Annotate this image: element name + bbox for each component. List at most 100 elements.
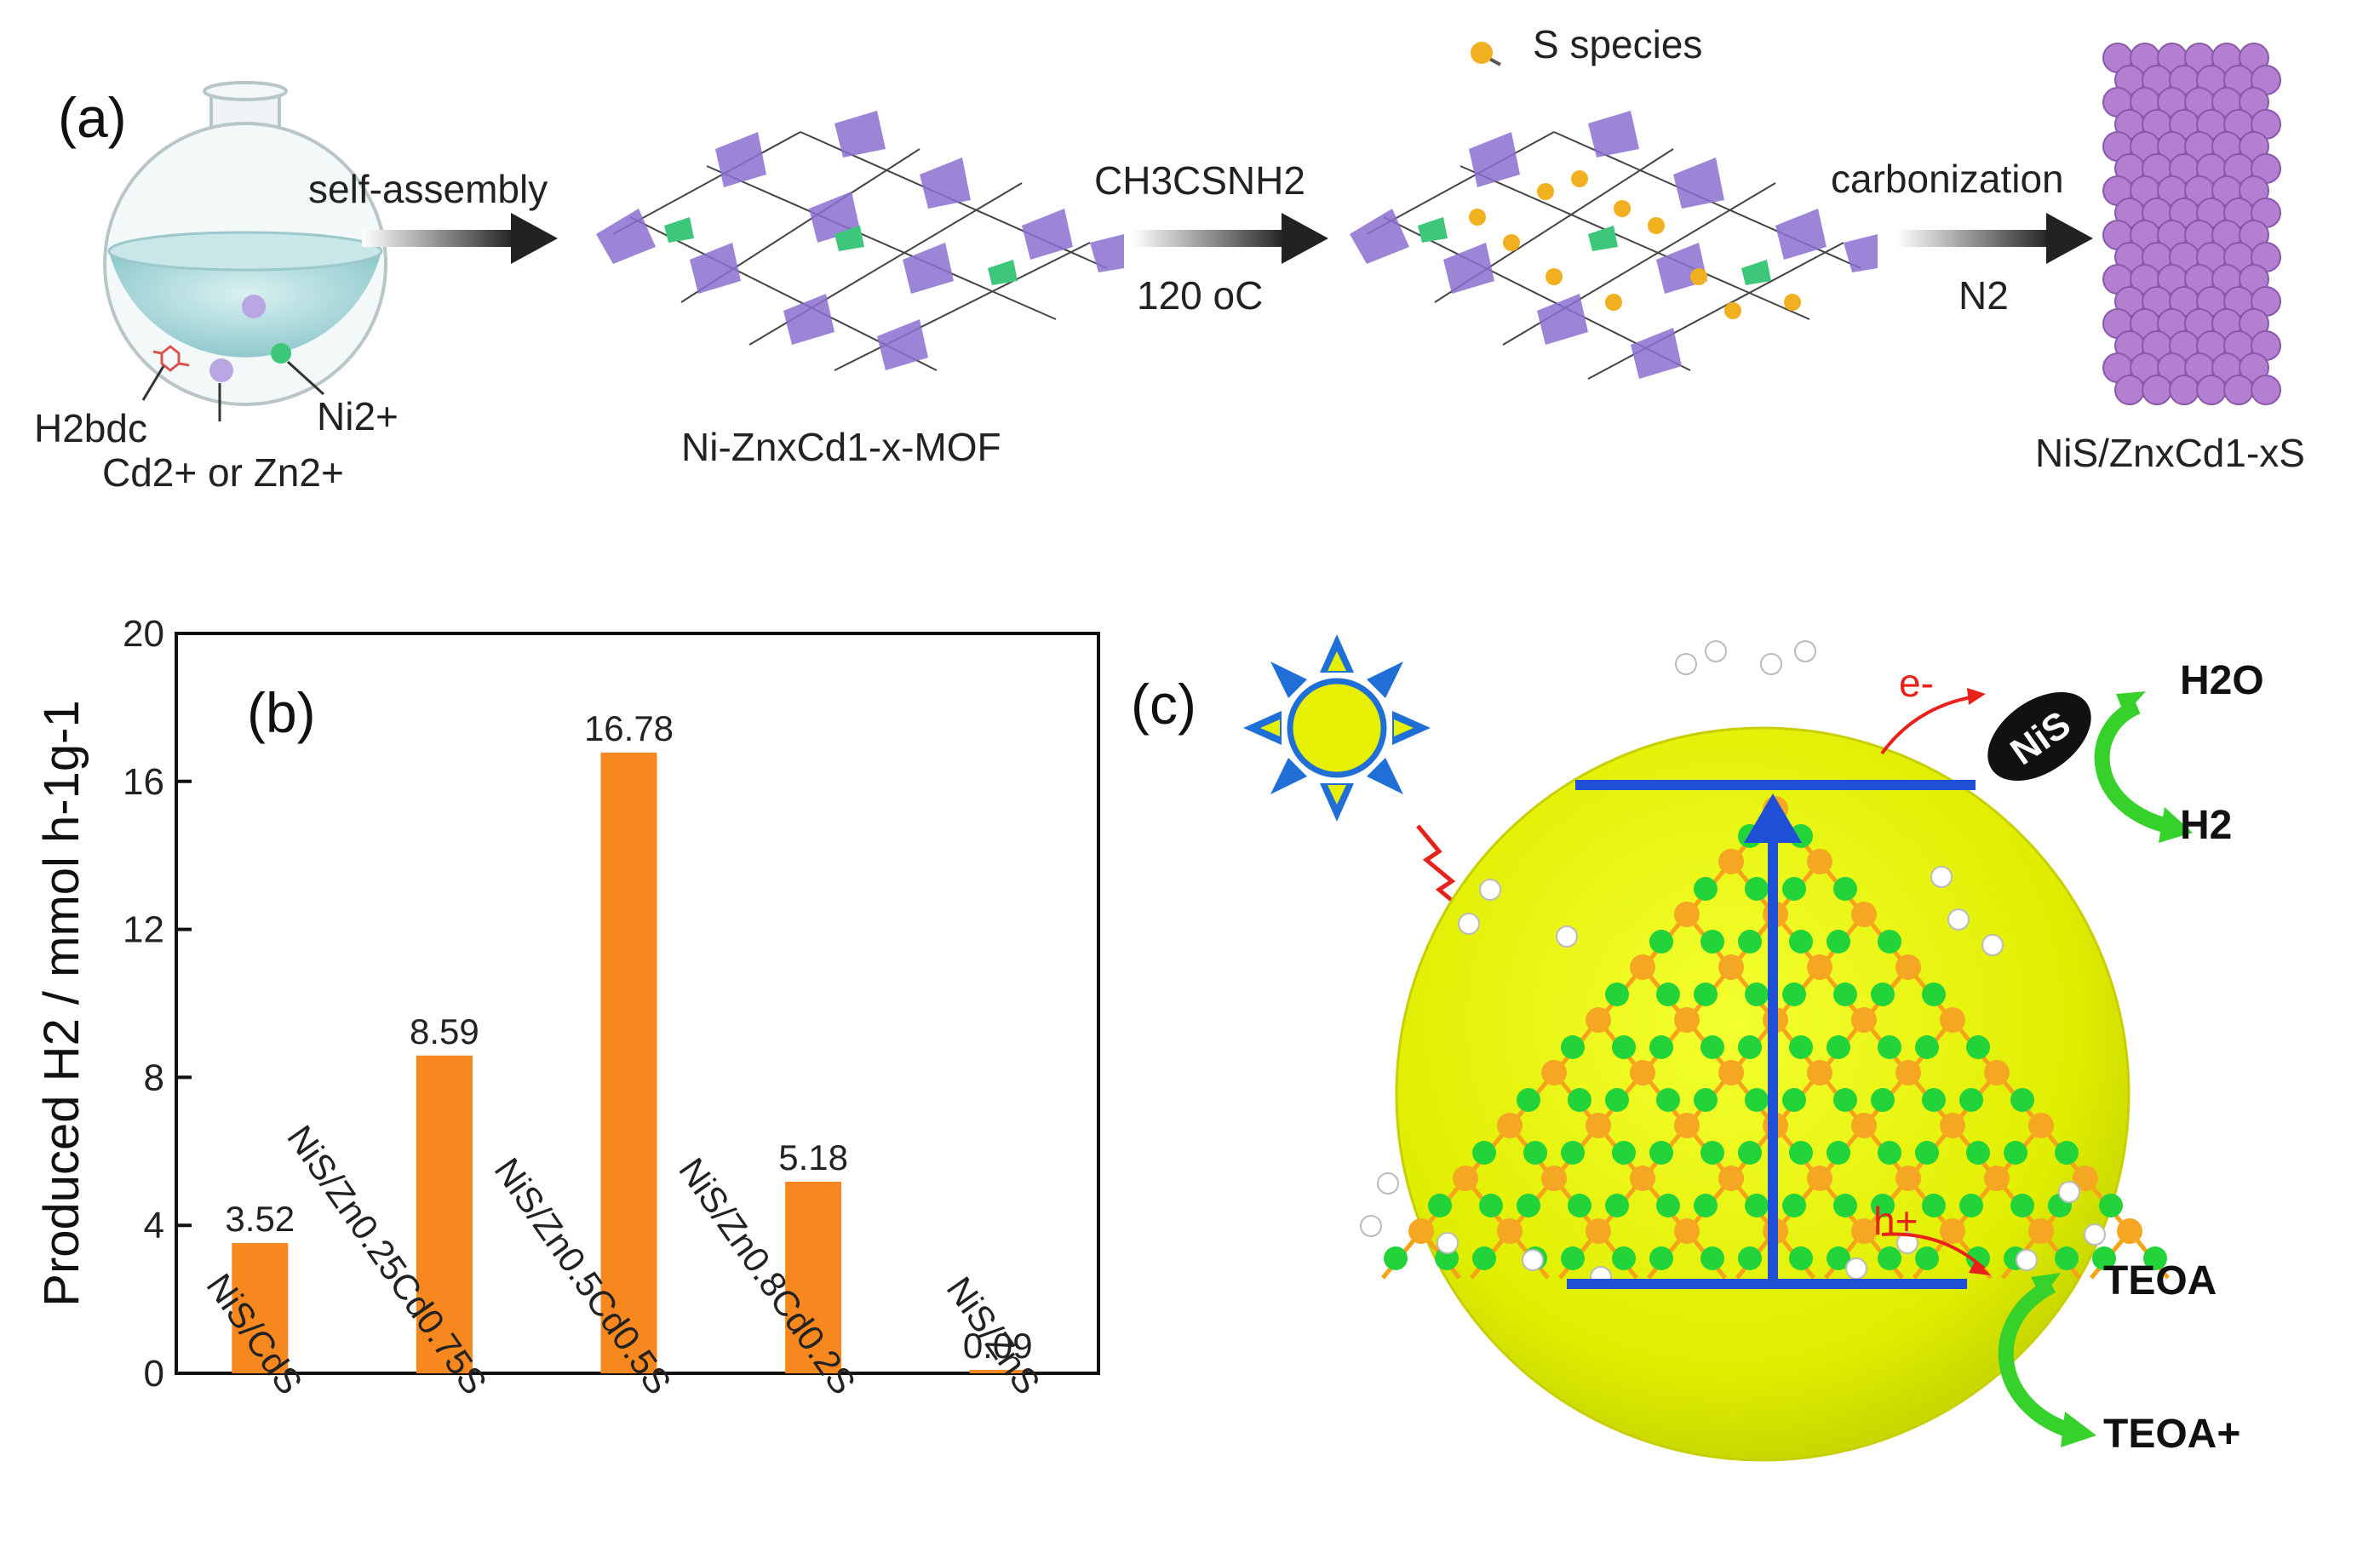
cd-atom bbox=[1851, 902, 1877, 927]
y-axis-label: Produced H2 / mmol h-1g-1 bbox=[34, 700, 89, 1306]
s-atom bbox=[1827, 1035, 1850, 1059]
s-atom bbox=[1878, 930, 1901, 954]
s-atom bbox=[1479, 1194, 1503, 1217]
s-atom bbox=[1959, 1194, 1983, 1217]
carbonization-label: carbonization bbox=[1831, 157, 2064, 201]
arrow-right-icon bbox=[362, 213, 558, 264]
cd-atom bbox=[1586, 1218, 1611, 1244]
s-atom bbox=[1612, 1035, 1636, 1059]
cd-atom bbox=[1586, 1113, 1611, 1138]
bar-value-label: 3.52 bbox=[225, 1199, 295, 1239]
h-atom bbox=[1760, 653, 1782, 675]
purple-ion-ball bbox=[242, 295, 266, 318]
s-atom bbox=[1694, 1194, 1718, 1217]
h-atom bbox=[1845, 1258, 1867, 1280]
y-tick-label: 0 bbox=[144, 1353, 164, 1395]
s-species-legend-label: S species bbox=[1533, 22, 1703, 66]
s-atom bbox=[1694, 877, 1718, 901]
cd-atom bbox=[1453, 1166, 1478, 1191]
s-atom bbox=[1649, 1246, 1673, 1270]
cd-atom bbox=[1851, 1218, 1877, 1244]
s-atom bbox=[1561, 1246, 1585, 1270]
bar bbox=[785, 1181, 842, 1373]
s-atom bbox=[1782, 1194, 1806, 1217]
s-atom bbox=[1878, 1035, 1901, 1059]
s-atom bbox=[2092, 1246, 2116, 1270]
cd-atom bbox=[1630, 1060, 1655, 1086]
h2o-label: H2O bbox=[2180, 658, 2264, 703]
s-atom bbox=[1789, 930, 1813, 954]
cd-atom bbox=[1497, 1113, 1523, 1138]
nanoparticle-sphere bbox=[2223, 375, 2254, 405]
nanoparticle-sphere bbox=[2114, 375, 2145, 405]
s-atom bbox=[1827, 930, 1850, 954]
h2-label: H2 bbox=[2180, 803, 2232, 848]
sulfurized-mof-illustration bbox=[1350, 111, 1878, 380]
cds-lattice-illustration bbox=[1360, 640, 2170, 1288]
s-atom bbox=[1656, 1088, 1680, 1112]
s-atom bbox=[1789, 1035, 1813, 1059]
h-atom bbox=[1930, 866, 1953, 888]
cd-atom bbox=[2117, 1218, 2142, 1244]
s-atom bbox=[1561, 1035, 1585, 1059]
nanoparticle-sphere bbox=[2142, 375, 2172, 405]
h-atom bbox=[2058, 1181, 2080, 1203]
h-atom bbox=[1981, 934, 2004, 956]
s-atom bbox=[1738, 1246, 1762, 1270]
teoa-plus-label: TEOA+ bbox=[2103, 1412, 2240, 1457]
cd-atom bbox=[1895, 1166, 1921, 1191]
cd-atom bbox=[1674, 1218, 1700, 1244]
s-atom bbox=[1694, 1088, 1718, 1112]
cd-or-zn-label: Cd2+ or Zn2+ bbox=[102, 450, 344, 495]
cd-atom bbox=[1807, 1166, 1832, 1191]
hole-label: h+ bbox=[1873, 1199, 1918, 1243]
s-atom bbox=[1966, 1035, 1990, 1059]
cd-atom bbox=[1940, 1113, 1965, 1138]
nis-nanostructure-illustration bbox=[2102, 43, 2281, 405]
s-atom bbox=[1922, 1088, 1946, 1112]
s-atom bbox=[2143, 1246, 2167, 1270]
s-atom bbox=[1649, 1141, 1673, 1165]
h-atom bbox=[1705, 640, 1727, 662]
s-atom bbox=[1612, 1246, 1636, 1270]
s-atom bbox=[1612, 1141, 1636, 1165]
panel-a-label: (a) bbox=[58, 86, 127, 149]
cd-atom bbox=[1940, 1218, 1965, 1244]
purple-ion-ball bbox=[209, 358, 233, 382]
h-atom bbox=[1377, 1172, 1399, 1194]
bar-value-label: 0.09 bbox=[963, 1326, 1033, 1366]
s-atom bbox=[1523, 1141, 1547, 1165]
cd-atom bbox=[1851, 1007, 1877, 1033]
h-atom bbox=[1522, 1249, 1544, 1271]
cd-atom bbox=[1541, 1166, 1567, 1191]
s-atom bbox=[1745, 877, 1769, 901]
h-atom bbox=[2084, 1223, 2106, 1246]
teoa-label: TEOA bbox=[2103, 1258, 2217, 1303]
nanoparticle-sphere bbox=[2169, 375, 2199, 405]
cd-atom bbox=[1807, 954, 1832, 980]
s-atom bbox=[1782, 877, 1806, 901]
s-atom bbox=[1878, 1141, 1901, 1165]
cd-atom bbox=[1630, 1166, 1655, 1191]
s-atom bbox=[1700, 1246, 1724, 1270]
s-atom bbox=[1517, 1194, 1540, 1217]
cd-atom bbox=[1718, 1060, 1744, 1086]
s-atom bbox=[1605, 983, 1629, 1006]
cd-atom bbox=[2028, 1113, 2054, 1138]
h-atom bbox=[1896, 1232, 1918, 1254]
cd-atom bbox=[1984, 1166, 2010, 1191]
nis-cocatalyst: NiS bbox=[1987, 691, 2091, 782]
cd-atom bbox=[1807, 849, 1832, 874]
h-atom bbox=[1437, 1232, 1459, 1254]
s-atom bbox=[1428, 1194, 1452, 1217]
h-atom bbox=[1556, 925, 1578, 948]
s-atom bbox=[1827, 1141, 1850, 1165]
h2bdc-label: H2bdc bbox=[34, 406, 147, 450]
s-atom bbox=[1738, 1035, 1762, 1059]
s-atom bbox=[1966, 1141, 1990, 1165]
s-atom bbox=[1878, 1246, 1901, 1270]
y-tick-label: 4 bbox=[144, 1205, 164, 1246]
s-atom bbox=[1833, 877, 1857, 901]
cd-atom bbox=[1984, 1060, 2010, 1086]
s-atom bbox=[1915, 1246, 1939, 1270]
